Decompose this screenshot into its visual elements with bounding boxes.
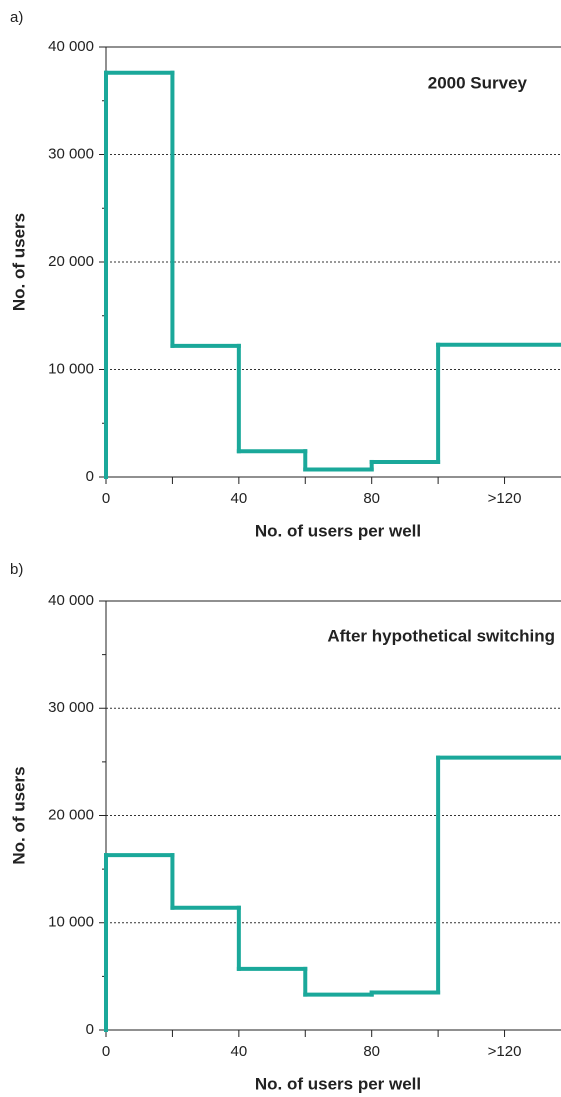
y-tick-label: 20 000 <box>48 806 94 823</box>
y-axis-label: No. of users <box>9 213 28 311</box>
x-tick-label: >120 <box>488 490 522 507</box>
y-tick-label: 0 <box>86 468 94 485</box>
y-tick-label: 10 000 <box>48 360 94 377</box>
x-axis-label: No. of users per well <box>255 521 421 540</box>
y-tick-label: 30 000 <box>48 145 94 162</box>
y-tick-label: 40 000 <box>48 592 94 609</box>
chart-title: 2000 Survey <box>428 73 528 92</box>
x-tick-label: >120 <box>488 1043 522 1060</box>
panel-label: b) <box>10 561 23 578</box>
x-axis-label: No. of users per well <box>255 1074 421 1093</box>
x-tick-label: 40 <box>231 490 248 507</box>
y-tick-label: 0 <box>86 1021 94 1038</box>
x-tick-label: 0 <box>102 490 110 507</box>
y-tick-label: 10 000 <box>48 914 94 931</box>
panel-label: a) <box>10 9 23 26</box>
x-tick-label: 0 <box>102 1043 110 1060</box>
chart-title: After hypothetical switching <box>327 626 555 645</box>
x-tick-label: 80 <box>363 1043 380 1060</box>
x-tick-label: 40 <box>231 1043 248 1060</box>
x-tick-label: 80 <box>363 490 380 507</box>
y-tick-label: 40 000 <box>48 38 94 55</box>
y-tick-label: 30 000 <box>48 699 94 716</box>
y-tick-label: 20 000 <box>48 253 94 270</box>
y-axis-label: No. of users <box>9 766 28 864</box>
